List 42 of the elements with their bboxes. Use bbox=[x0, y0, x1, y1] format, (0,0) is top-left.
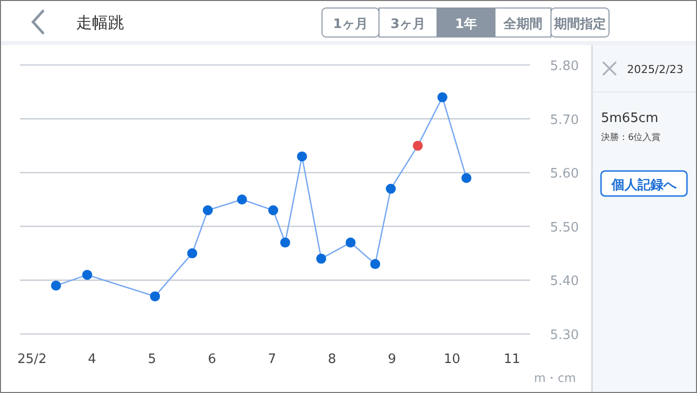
x-tick-label: 9 bbox=[388, 352, 396, 367]
y-tick-label: 5.40 bbox=[550, 274, 579, 290]
y-tick-label: 5.50 bbox=[550, 220, 579, 236]
point bbox=[268, 205, 278, 216]
text: 2025/2/23 bbox=[627, 63, 684, 76]
point bbox=[82, 270, 92, 280]
x-tick-label: 7 bbox=[268, 352, 276, 367]
x-tick-label: 8 bbox=[328, 352, 336, 367]
y-tick-label: 5.80 bbox=[550, 59, 579, 74]
y-tick-label: 5.30 bbox=[550, 328, 579, 343]
point bbox=[316, 254, 326, 264]
point bbox=[51, 280, 61, 291]
point bbox=[187, 248, 198, 258]
x-tick-label: 25/2 bbox=[17, 352, 47, 367]
text: 3ヶ月 bbox=[390, 17, 426, 32]
point bbox=[150, 291, 160, 302]
x-tick-label: 10 bbox=[444, 352, 460, 367]
chart-title: 走幅跳 bbox=[76, 13, 124, 32]
point bbox=[237, 194, 247, 204]
point bbox=[437, 92, 448, 102]
x-tick-label: 11 bbox=[504, 352, 520, 367]
text: 全期間 bbox=[502, 17, 542, 32]
point bbox=[461, 172, 472, 183]
text: 決勝：6位入賞 bbox=[601, 132, 661, 143]
point bbox=[297, 151, 307, 162]
y-axis-title: m・cm bbox=[534, 371, 576, 385]
y-tick-label: 5.60 bbox=[550, 166, 579, 182]
text: 個人記録へ bbox=[610, 177, 678, 193]
point bbox=[412, 140, 423, 151]
x-tick-label: 4 bbox=[88, 352, 96, 367]
point bbox=[386, 184, 396, 194]
point bbox=[280, 238, 290, 248]
point bbox=[370, 259, 380, 270]
x-tick-label: 6 bbox=[208, 352, 216, 367]
text: 1年 bbox=[454, 17, 478, 32]
text: 期間指定 bbox=[553, 16, 606, 32]
point bbox=[202, 205, 213, 216]
text: 5m65cm bbox=[601, 111, 658, 126]
y-tick-label: 5.70 bbox=[550, 112, 579, 128]
x-tick-label: 5 bbox=[148, 352, 156, 367]
point bbox=[346, 238, 356, 248]
text: 1ヶ月 bbox=[332, 17, 368, 32]
